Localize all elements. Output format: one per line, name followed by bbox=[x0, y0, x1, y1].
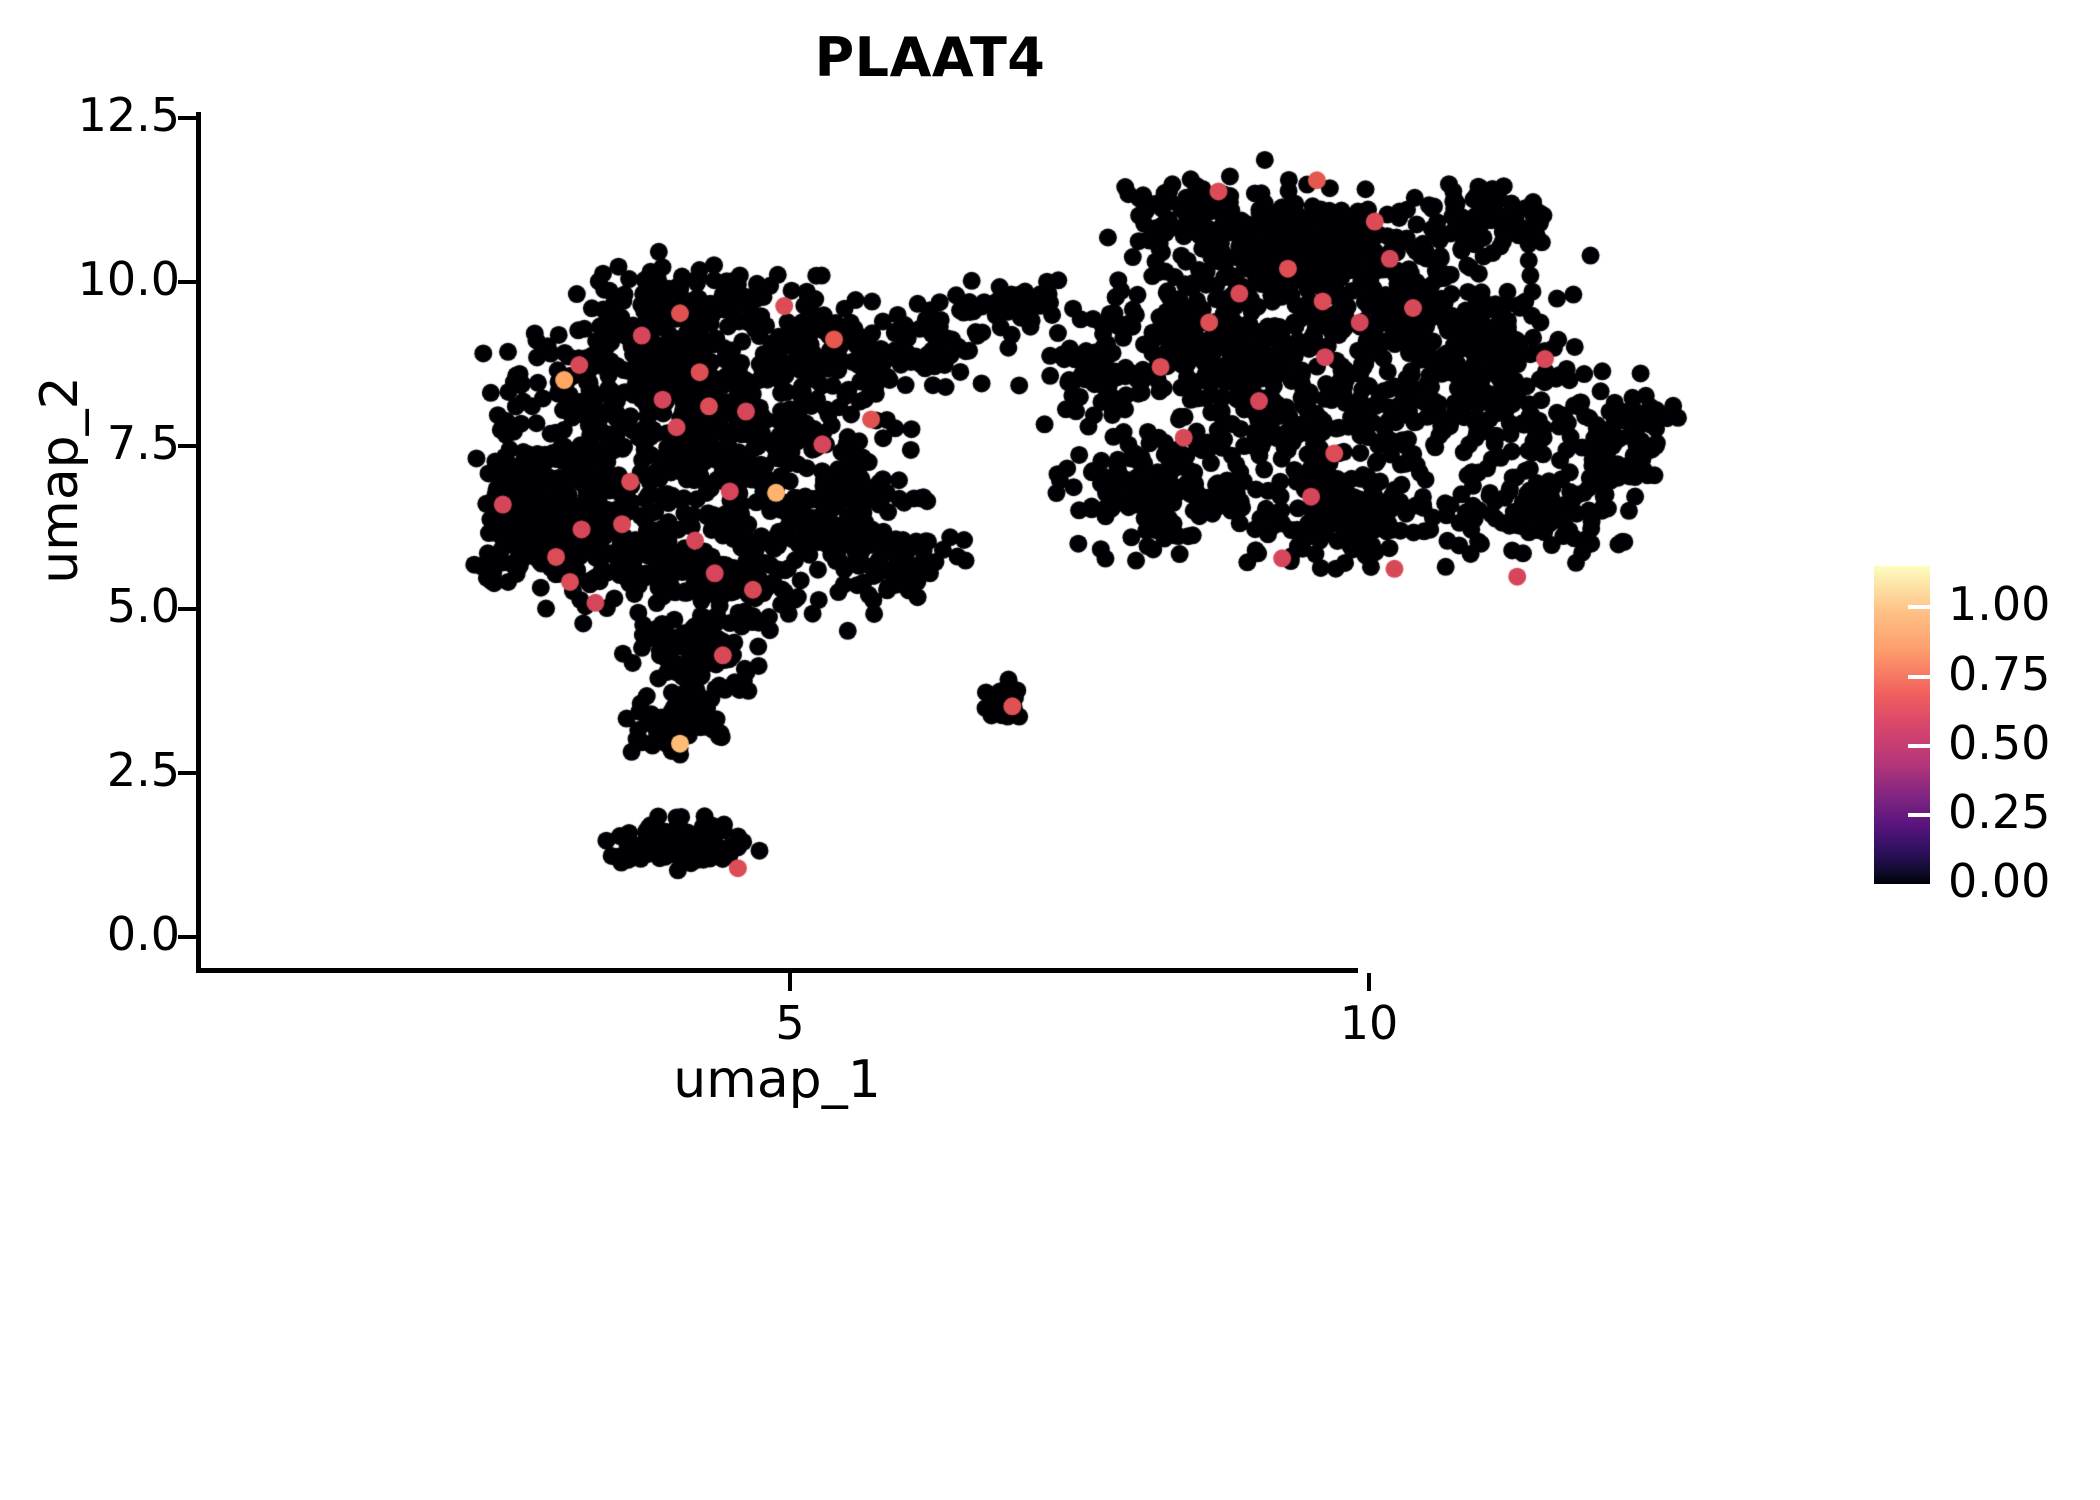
colorbar-tick-label: 0.25 bbox=[1948, 784, 2051, 839]
y-tick-label: 5.0 bbox=[106, 579, 180, 634]
colorbar-tick-mark bbox=[1908, 812, 1930, 817]
colorbar-tick-mark bbox=[1908, 605, 1930, 610]
x-tick-label: 10 bbox=[1339, 996, 1399, 1050]
y-tick-label: 0.0 bbox=[106, 907, 180, 961]
colorbar-gradient bbox=[1874, 566, 1930, 884]
y-tick-mark bbox=[178, 443, 196, 448]
y-tick-mark bbox=[178, 771, 196, 776]
x-tick-label: 5 bbox=[775, 996, 805, 1050]
x-tick-mark bbox=[788, 973, 792, 991]
y-tick-label: 10.0 bbox=[77, 251, 180, 306]
y-tick-label: 2.5 bbox=[106, 743, 180, 798]
y-axis-spine bbox=[196, 112, 201, 972]
colorbar-tick-label: 0.00 bbox=[1948, 854, 2051, 908]
colorbar-tick-mark bbox=[1908, 674, 1930, 679]
y-tick-mark bbox=[178, 607, 196, 612]
colorbar-tick-mark bbox=[1908, 743, 1930, 748]
y-tick-mark bbox=[178, 279, 196, 284]
x-axis-spine bbox=[196, 968, 1358, 973]
y-tick-mark bbox=[178, 935, 196, 939]
y-tick-mark bbox=[178, 116, 196, 120]
colorbar-tick-label: 0.50 bbox=[1948, 715, 2051, 770]
colorbar-tick-label: 1.00 bbox=[1948, 577, 2051, 632]
y-tick-label: 7.5 bbox=[106, 415, 180, 470]
x-axis-label: umap_1 bbox=[673, 1050, 881, 1110]
colorbar-tick-label: 0.75 bbox=[1948, 646, 2051, 701]
x-tick-mark bbox=[1367, 973, 1371, 991]
y-axis-label: umap_2 bbox=[30, 376, 90, 584]
y-tick-label: 12.5 bbox=[77, 88, 180, 142]
